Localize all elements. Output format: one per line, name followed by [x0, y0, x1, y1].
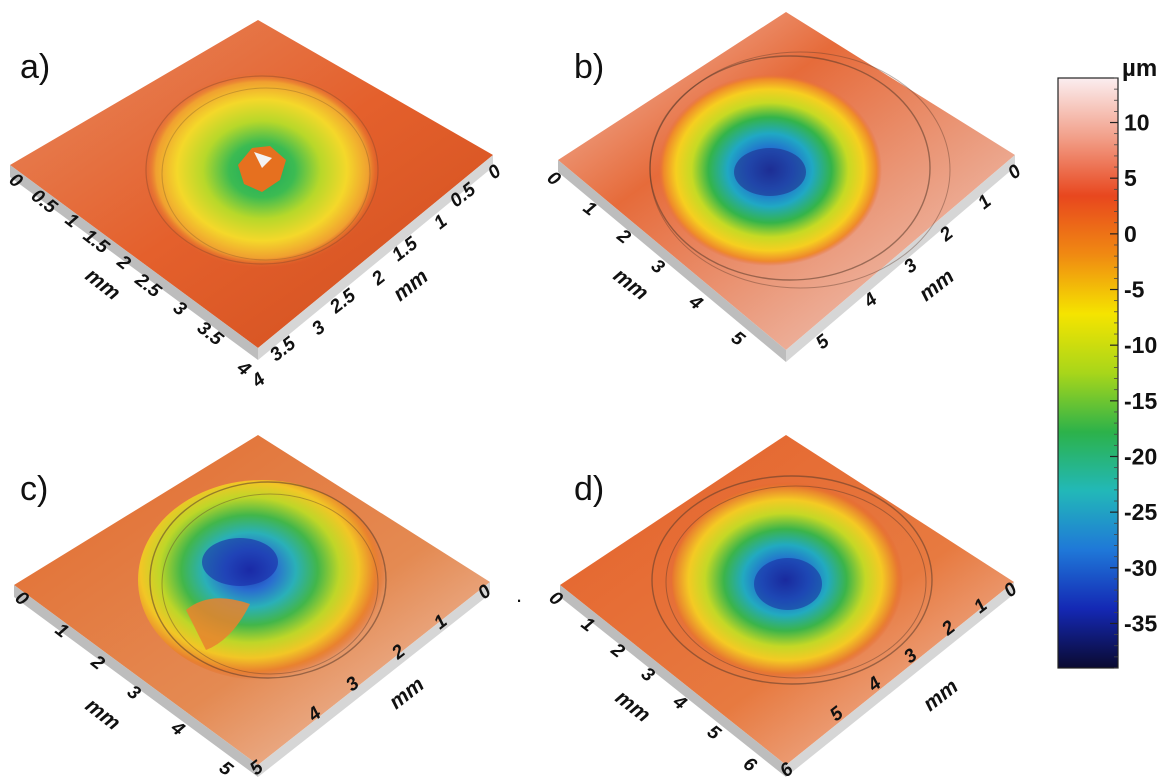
panel-label: c): [20, 470, 48, 508]
colorbar-ticks: 10 5 0 -5 -10 -15 -20 -25 -30 -35: [1110, 77, 1157, 669]
axis-unit-label: mm: [81, 694, 125, 735]
stray-mark: .: [516, 582, 522, 607]
surface-image: [558, 12, 1015, 362]
tick-label: 3: [637, 663, 659, 686]
colorbar-tick-label: -5: [1124, 277, 1145, 303]
tick-label: 2: [367, 267, 389, 291]
panel-a: a) 0 0.5 1 1.5 2 2.5 3 3.5 4 mm 4 3.5 3 …: [5, 20, 506, 393]
tick-label: 2: [606, 639, 628, 663]
panel-label: b): [574, 48, 604, 86]
axis-unit-label: mm: [385, 673, 429, 714]
colorbar: µm 10 5 0 -5 -10 -15 -20 -25 -30 -35: [1057, 55, 1157, 669]
tick-label: 5: [703, 721, 725, 744]
surface-image: [560, 435, 1014, 777]
tick-label: 4: [247, 369, 269, 393]
axis-unit-label: mm: [611, 686, 655, 727]
panel-b: b) 0 1 2 3 4 5 mm 5 4 3 2 1 0 mm: [543, 12, 1026, 362]
tick-label: 3: [308, 317, 330, 340]
colorbar-tick-label: -15: [1124, 388, 1157, 414]
colorbar-tick-label: 10: [1124, 110, 1150, 136]
tick-label: 1: [577, 613, 598, 636]
tick-label: 4: [668, 691, 690, 715]
colorbar-tick-label: -20: [1124, 443, 1157, 469]
tick-label: 5: [727, 327, 749, 350]
panel-label: d): [574, 470, 604, 508]
axis-unit-label: mm: [609, 264, 653, 305]
tick-label: 0: [1004, 161, 1026, 184]
tick-label: 1: [579, 197, 600, 220]
tick-label: 1: [430, 211, 451, 234]
tick-label: 2: [612, 225, 634, 249]
tick-label: 3: [647, 255, 669, 278]
colorbar-tick-label: -25: [1124, 499, 1157, 525]
axis-unit-label: mm: [389, 265, 433, 306]
colorbar-tick-label: -30: [1124, 555, 1157, 581]
colorbar-unit: µm: [1122, 55, 1157, 82]
panel-d: d) 0 1 2 3 4 5 6 mm 6 5 4 3 2 1 0 mm: [545, 435, 1022, 781]
tick-label: 4: [859, 289, 881, 313]
axis-unit-label: mm: [919, 675, 963, 716]
tick-label: 5: [215, 757, 237, 780]
tick-label: 1: [974, 191, 995, 214]
axis-unit-label: mm: [915, 265, 959, 306]
tick-label: 2: [935, 223, 957, 247]
tick-label: 0: [484, 161, 506, 184]
colorbar-tick-label: 0: [1124, 221, 1137, 247]
tick-label: 4: [684, 291, 706, 315]
colorbar-tick-label: -35: [1124, 610, 1157, 636]
tick-label: 6: [739, 753, 761, 776]
tick-label: 3: [169, 297, 191, 320]
colorbar-gradient: [1057, 77, 1119, 669]
colorbar-tick-label: -10: [1124, 332, 1157, 358]
colorbar-tick-label: 5: [1124, 165, 1137, 191]
tick-label: 3: [123, 681, 145, 704]
tick-label: 4: [166, 717, 188, 741]
tick-label: 0: [543, 167, 565, 190]
panel-label: a): [20, 48, 50, 86]
tick-label: 3: [900, 255, 922, 278]
tick-label: 5: [812, 331, 834, 354]
surface-image: [10, 20, 493, 360]
panel-c: c) 0 1 2 3 4 5 mm 5 4 3 2 1 0 mm: [11, 435, 496, 781]
surface-image: [14, 435, 490, 777]
